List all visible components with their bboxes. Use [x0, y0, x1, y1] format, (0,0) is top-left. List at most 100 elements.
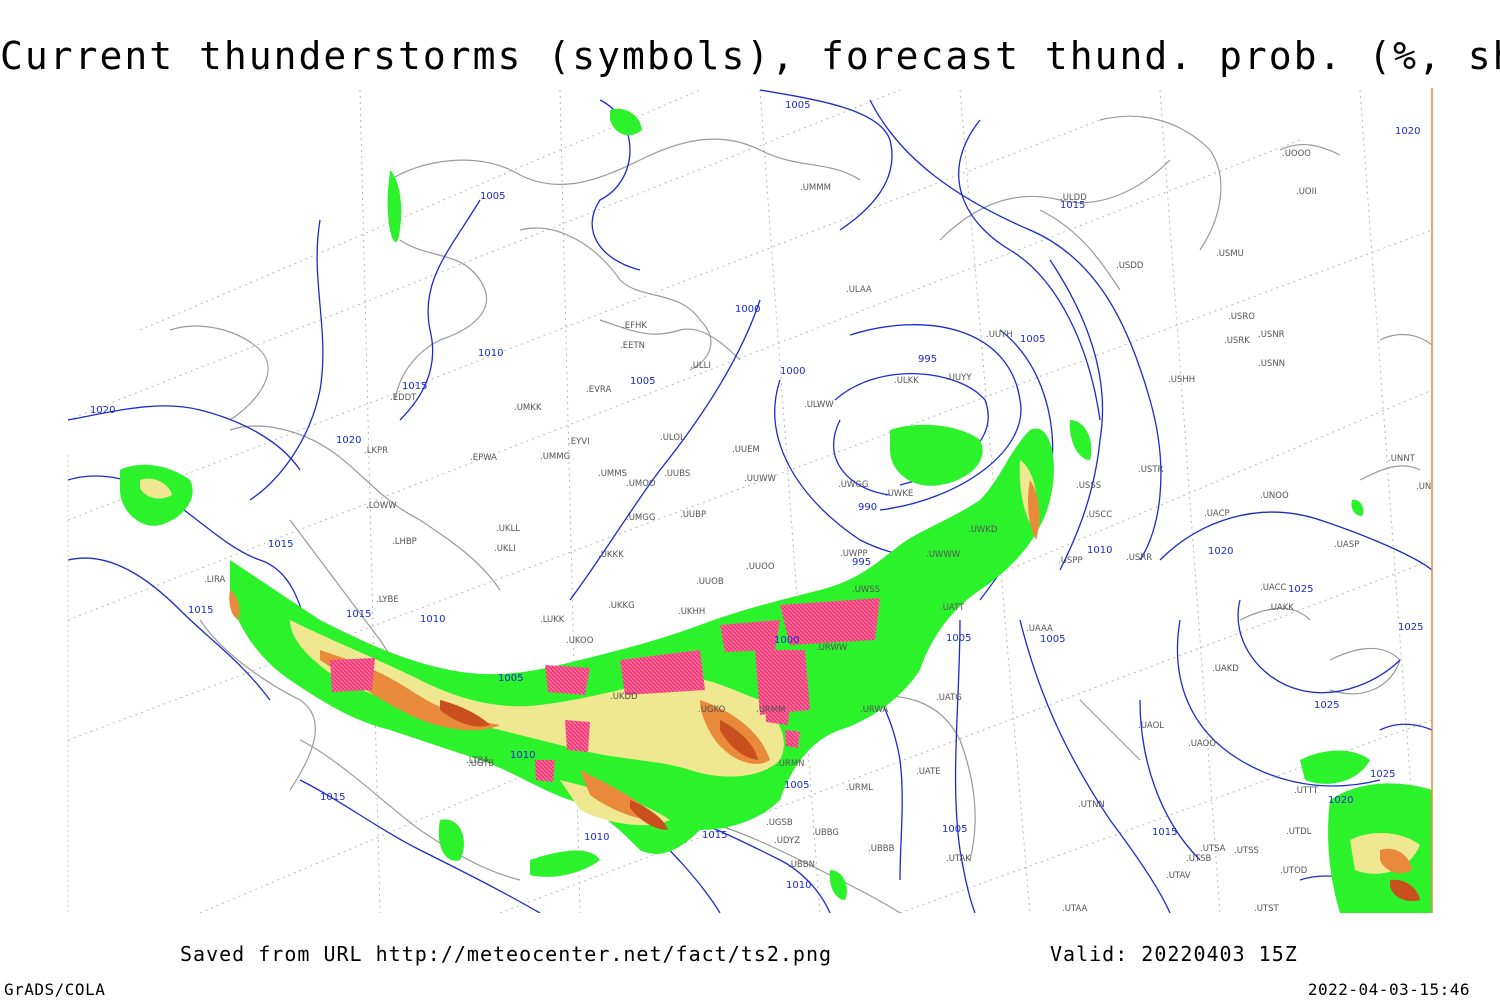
station-label: .USNN: [1258, 359, 1285, 369]
station-label: .LOWW: [366, 501, 397, 511]
station-label: .USNR: [1258, 330, 1285, 340]
isobar-label: 995: [918, 354, 937, 365]
station-label: .UBBB: [868, 844, 895, 854]
isobar-label: 990: [858, 502, 877, 513]
station-label: .UATG: [936, 693, 962, 703]
station-label: .UUOB: [696, 577, 724, 587]
station-label: .USDD: [1116, 261, 1144, 271]
station-label: .UTAV: [1166, 871, 1191, 881]
render-timestamp: 2022-04-03-15:46: [1307, 980, 1470, 999]
station-label: .UTST: [1254, 904, 1280, 913]
isobar-label: 995: [852, 557, 871, 568]
station-label: .UWGG: [838, 480, 869, 490]
station-label: .LHBP: [392, 537, 417, 547]
isobar-label: 1005: [785, 100, 810, 111]
station-label: .UNOO: [1260, 491, 1289, 501]
station-label: .UUYH: [986, 330, 1013, 340]
station-label: .UMOO: [626, 479, 656, 489]
station-label: .UUBS: [664, 469, 690, 479]
station-label: .URML: [846, 783, 873, 793]
station-label: .LYBE: [376, 595, 399, 605]
station-label: .USPP: [1058, 556, 1083, 566]
isobar-label: 1025: [1288, 584, 1313, 595]
isobar-label: 1015: [346, 609, 371, 620]
station-label: .USTR: [1138, 465, 1164, 475]
thunder-prob-max: [440, 700, 1420, 902]
station-label: .UBBG: [812, 828, 839, 838]
isobar-label: 1000: [735, 304, 760, 315]
station-label: .UBBN: [788, 860, 815, 870]
station-label: .USHH: [1168, 375, 1195, 385]
isobar-labels: 1005 1005 1010 1015 1020 1020 1015 1015 …: [90, 100, 1423, 891]
station-label: .UOII: [1296, 187, 1317, 197]
thunder-prob-low: [120, 108, 1432, 913]
software-credit: GrADS/COLA: [4, 980, 106, 999]
station-label: .UMMG: [540, 452, 570, 462]
station-label: .EFHK: [622, 321, 647, 331]
station-label: .LUKK: [540, 615, 565, 625]
isobar-label: 1000: [780, 366, 805, 377]
station-label: .UTOD: [1280, 866, 1308, 876]
isobar-label: 1010: [584, 832, 609, 843]
isobar-label: 1025: [1370, 769, 1395, 780]
isobar-label: 1005: [946, 633, 971, 644]
station-label: .UMMS: [598, 469, 627, 479]
station-label: .UUOO: [746, 562, 775, 572]
station-label: .UAKK: [1268, 603, 1294, 613]
station-label: .UATT: [940, 603, 965, 613]
isobar-label: 1015: [1152, 827, 1177, 838]
station-label: .UMGG: [626, 513, 655, 523]
station-label: .URMN: [776, 759, 805, 769]
graticule: [68, 89, 1432, 913]
isobar-label: 1015: [268, 539, 293, 550]
isobar-label: 1015: [1060, 200, 1085, 211]
station-label: .UUEM: [732, 445, 760, 455]
isobar-label: 1020: [90, 405, 115, 416]
station-label: .USCC: [1086, 510, 1112, 520]
isobar-label: 1010: [420, 614, 445, 625]
station-label: .UNNT: [1388, 454, 1416, 464]
isobar-label: 1015: [402, 381, 427, 392]
station-label: .EYVI: [568, 437, 590, 447]
station-label: .UNBB: [1416, 482, 1443, 492]
isobar-label: 1025: [1314, 700, 1339, 711]
isobar-label: 1015: [320, 792, 345, 803]
station-label: .ULKK: [894, 376, 919, 386]
station-label: .USRK: [1224, 336, 1250, 346]
valid-time-text: Valid: 20220403 15Z: [1050, 942, 1298, 966]
station-label: .UWWW: [926, 550, 961, 560]
station-label: .UGTB: [468, 759, 494, 769]
station-label: .UKKG: [608, 601, 635, 611]
isobar-label: 1010: [786, 880, 811, 891]
station-label: .LTBA: [466, 756, 489, 766]
station-label: .UACC: [1260, 583, 1287, 593]
station-label: .UGSB: [766, 818, 793, 828]
station-label: .UMKK: [514, 403, 542, 413]
station-label: .UWSS: [852, 585, 880, 595]
isobar-label: 1005: [480, 191, 505, 202]
source-url-text: Saved from URL http://meteocenter.net/fa…: [180, 942, 833, 966]
station-label: .UWKE: [885, 489, 913, 499]
isobar-label: 1000: [774, 635, 799, 646]
station-label: .UKDD: [610, 692, 638, 702]
station-label: .UAOO: [1188, 739, 1216, 749]
isobar-label: 1005: [942, 824, 967, 835]
station-label: .UAOL: [1138, 721, 1164, 731]
station-label: .UTAA: [1062, 904, 1088, 913]
station-label: .USRR: [1126, 553, 1152, 563]
station-label: .USMU: [1216, 249, 1244, 259]
station-label: .UUBP: [680, 510, 706, 520]
station-label: .UAKD: [1212, 664, 1239, 674]
isobar-label: 1020: [1328, 795, 1353, 806]
station-label: .UTNN: [1078, 800, 1105, 810]
station-label: .UASP: [1334, 540, 1359, 550]
station-label: .UTAK: [946, 854, 971, 864]
station-label: .UTSS: [1234, 846, 1259, 856]
chart-title: Current thunderstorms (symbols), forecas…: [0, 34, 1500, 78]
station-label: .EETN: [620, 341, 645, 351]
station-label: .USRO: [1228, 312, 1255, 322]
station-label: .UMMM: [800, 183, 831, 193]
station-label: .ULOL: [660, 433, 685, 443]
isobar-label: 1005: [1020, 334, 1045, 345]
station-label: .UGKO: [698, 705, 726, 715]
